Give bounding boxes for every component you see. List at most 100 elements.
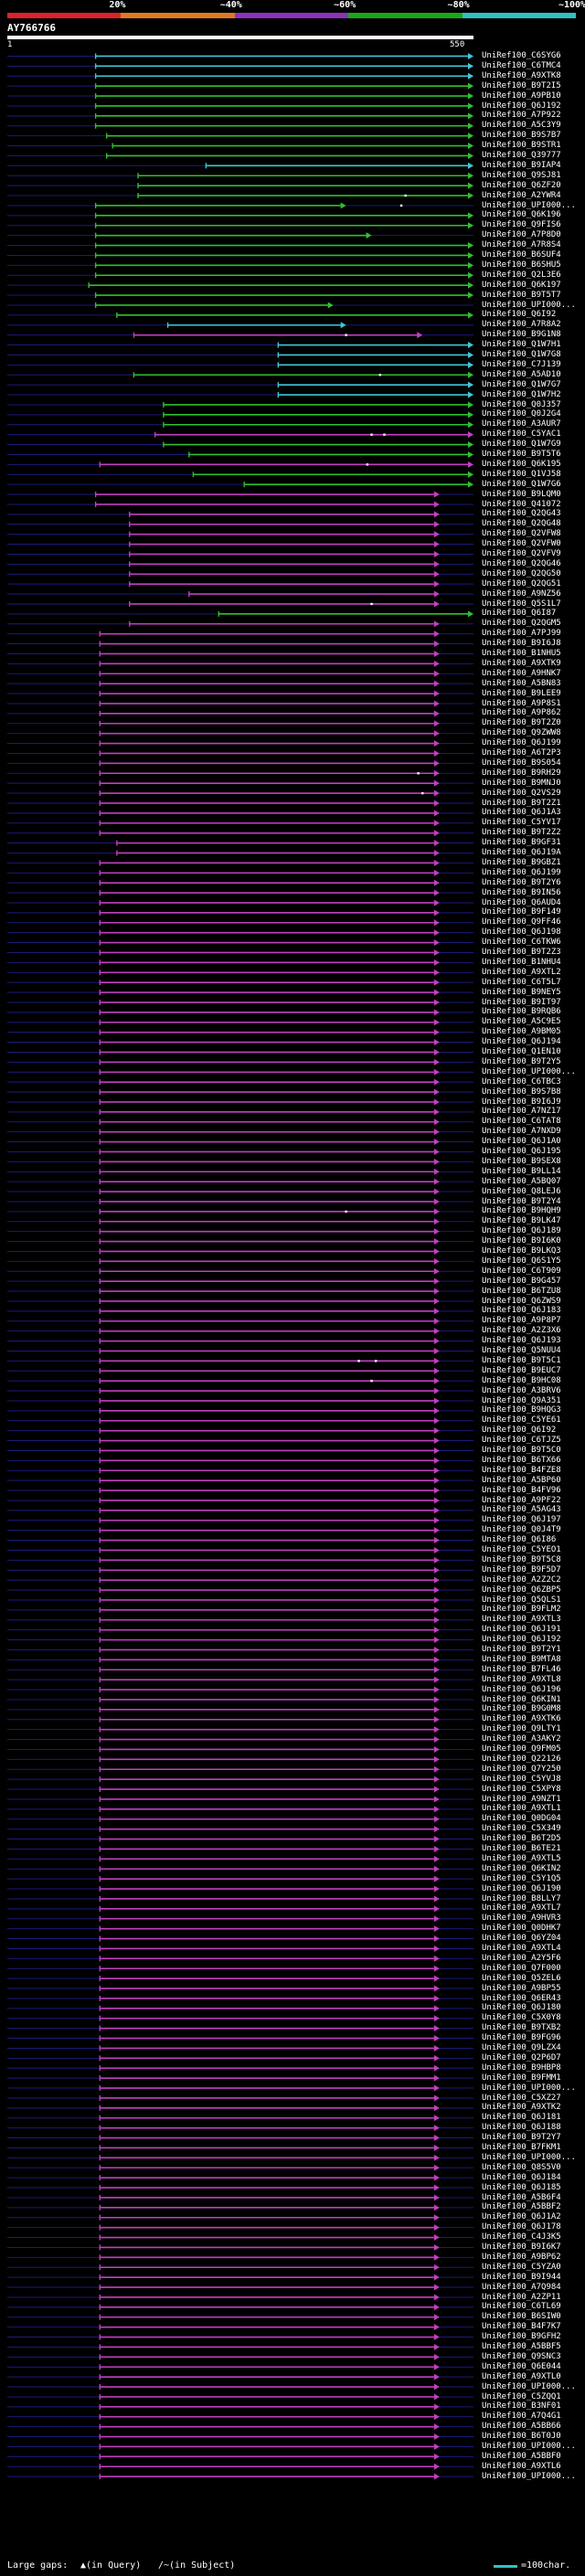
hit-label[interactable]: UniRef100_Q6J195 [482, 1147, 561, 1156]
hit-label[interactable]: UniRef100_B9T5C0 [482, 1446, 561, 1455]
hit-label[interactable]: UniRef100_B9F5D7 [482, 1564, 561, 1574]
hit-label[interactable]: UniRef100_Q5QLS1 [482, 1595, 561, 1605]
hit-label[interactable]: UniRef100_B7FKM1 [482, 2143, 561, 2152]
hit-label[interactable]: UniRef100_B9T2I5 [482, 80, 561, 90]
hit-label[interactable]: UniRef100_Q1W7G6 [482, 479, 561, 489]
hit-label[interactable]: UniRef100_UPI000... [482, 2381, 576, 2391]
hit-label[interactable]: UniRef100_B9I6K0 [482, 1236, 561, 1246]
hit-label[interactable]: UniRef100_A9PB10 [482, 90, 561, 101]
hit-label[interactable]: UniRef100_A2ZP11 [482, 2292, 561, 2302]
hit-label[interactable]: UniRef100_C6TMC4 [482, 60, 561, 70]
hit-label[interactable]: UniRef100_Q0J4T9 [482, 1525, 561, 1535]
hit-label[interactable]: UniRef100_Q6J189 [482, 1226, 561, 1236]
hit-label[interactable]: UniRef100_A9HVR3 [482, 1913, 561, 1924]
hit-label[interactable]: UniRef100_Q6E044 [482, 2361, 561, 2371]
hit-label[interactable]: UniRef100_B9I6K7 [482, 2242, 561, 2252]
hit-label[interactable]: UniRef100_C4J3K5 [482, 2232, 561, 2242]
hit-label[interactable]: UniRef100_A9NZ56 [482, 588, 561, 599]
hit-label[interactable]: UniRef100_Q1W7G9 [482, 440, 561, 450]
hit-label[interactable]: UniRef100_A9XTL1 [482, 1804, 561, 1814]
hit-label[interactable]: UniRef100_B9T5C8 [482, 1554, 561, 1564]
hit-label[interactable]: UniRef100_A7NZ17 [482, 1107, 561, 1117]
hit-label[interactable]: UniRef100_C5YE61 [482, 1415, 561, 1426]
hit-label[interactable]: UniRef100_A7PJ99 [482, 629, 561, 639]
hit-label[interactable]: UniRef100_Q6K196 [482, 210, 561, 220]
hit-label[interactable]: UniRef100_B9LQM0 [482, 489, 561, 499]
hit-label[interactable]: UniRef100_Q6J192 [482, 101, 561, 111]
hit-label[interactable]: UniRef100_C6SYG6 [482, 51, 561, 60]
hit-label[interactable]: UniRef100_B9IT97 [482, 997, 561, 1007]
hit-label[interactable]: UniRef100_B9I6J8 [482, 639, 561, 649]
hit-label[interactable]: UniRef100_B9SEX8 [482, 1156, 561, 1166]
hit-label[interactable]: UniRef100_B9G0M8 [482, 1704, 561, 1714]
hit-label[interactable]: UniRef100_A6T2P3 [482, 748, 561, 758]
hit-label[interactable]: UniRef100_Q2QGM5 [482, 619, 561, 629]
hit-label[interactable]: UniRef100_B9T2Z1 [482, 798, 561, 808]
hit-label[interactable]: UniRef100_B9LK47 [482, 1216, 561, 1226]
hit-label[interactable]: UniRef100_B9MNJ0 [482, 778, 561, 788]
hit-label[interactable]: UniRef100_B9I6J9 [482, 1097, 561, 1107]
hit-label[interactable]: UniRef100_B9MTA8 [482, 1654, 561, 1664]
hit-label[interactable]: UniRef100_C6TAT8 [482, 1117, 561, 1127]
hit-label[interactable]: UniRef100_Q6S1Y5 [482, 1256, 561, 1266]
hit-label[interactable]: UniRef100_C5YEO1 [482, 1545, 561, 1554]
hit-label[interactable]: UniRef100_B9T2Y5 [482, 1056, 561, 1066]
hit-label[interactable]: UniRef100_B9HBP8 [482, 2062, 561, 2072]
hit-label[interactable]: UniRef100_B6SIW0 [482, 2312, 561, 2322]
hit-label[interactable]: UniRef100_UPI000... [482, 2471, 576, 2481]
hit-label[interactable]: UniRef100_Q6J1A0 [482, 1137, 561, 1147]
hit-label[interactable]: UniRef100_B9FMM1 [482, 2072, 561, 2083]
hit-label[interactable]: UniRef100_Q6K197 [482, 280, 561, 290]
hit-label[interactable]: UniRef100_B9LKQ3 [482, 1246, 561, 1256]
hit-label[interactable]: UniRef100_B9S7B7 [482, 131, 561, 141]
hit-label[interactable]: UniRef100_A9XTL8 [482, 1674, 561, 1684]
hit-label[interactable]: UniRef100_A5B6F4 [482, 2192, 561, 2202]
hit-label[interactable]: UniRef100_Q2L3E6 [482, 270, 561, 280]
hit-label[interactable]: UniRef100_Q6ZWS9 [482, 1296, 561, 1306]
hit-label[interactable]: UniRef100_A7R8A2 [482, 320, 561, 330]
hit-label[interactable]: UniRef100_C7J139 [482, 359, 561, 369]
hit-label[interactable]: UniRef100_A9XTL5 [482, 1853, 561, 1863]
hit-label[interactable]: UniRef100_Q2VFW0 [482, 539, 561, 549]
hit-label[interactable]: UniRef100_C6T5L7 [482, 977, 561, 987]
hit-label[interactable]: UniRef100_Q6I92 [482, 310, 557, 320]
hit-label[interactable]: UniRef100_B6TE21 [482, 1844, 561, 1853]
hit-label[interactable]: UniRef100_A9NZT1 [482, 1794, 561, 1804]
hit-label[interactable]: UniRef100_Q9LZX4 [482, 2043, 561, 2052]
hit-label[interactable]: UniRef100_B9GBZ1 [482, 857, 561, 867]
hit-label[interactable]: UniRef100_Q6YZ04 [482, 1934, 561, 1944]
hit-label[interactable]: UniRef100_Q2VFV9 [482, 549, 561, 558]
hit-label[interactable]: UniRef100_Q39777 [482, 151, 561, 160]
hit-label[interactable]: UniRef100_Q6J19A [482, 848, 561, 857]
hit-label[interactable]: UniRef100_A9XTL7 [482, 1903, 561, 1913]
hit-label[interactable]: UniRef100_B4FZE8 [482, 1465, 561, 1475]
hit-label[interactable]: UniRef100_A9XTK9 [482, 658, 561, 668]
hit-label[interactable]: UniRef100_Q6ER43 [482, 1993, 561, 2003]
hit-label[interactable]: UniRef100_Q9ZWW8 [482, 728, 561, 738]
hit-label[interactable]: UniRef100_B9G457 [482, 1276, 561, 1286]
hit-label[interactable]: UniRef100_C5YAC1 [482, 429, 561, 440]
hit-label[interactable]: UniRef100_C6TKW6 [482, 938, 561, 948]
hit-label[interactable]: UniRef100_Q0DHK7 [482, 1924, 561, 1934]
hit-label[interactable]: UniRef100_A5BB66 [482, 2422, 561, 2432]
hit-label[interactable]: UniRef100_B9G1N8 [482, 330, 561, 340]
hit-label[interactable]: UniRef100_B6SUF4 [482, 250, 561, 260]
hit-label[interactable]: UniRef100_Q6J190 [482, 1883, 561, 1893]
hit-label[interactable]: UniRef100_Q6J197 [482, 1515, 561, 1525]
hit-label[interactable]: UniRef100_UPI000... [482, 2442, 576, 2451]
hit-label[interactable]: UniRef100_Q8S5V0 [482, 2162, 561, 2172]
hit-label[interactable]: UniRef100_A5BQ07 [482, 1176, 561, 1186]
hit-label[interactable]: UniRef100_B1NHU4 [482, 957, 561, 967]
hit-label[interactable]: UniRef100_B9F149 [482, 907, 561, 917]
hit-label[interactable]: UniRef100_Q0DG04 [482, 1814, 561, 1824]
hit-label[interactable]: UniRef100_C5YZA0 [482, 2262, 561, 2272]
hit-label[interactable]: UniRef100_A9XTL2 [482, 967, 561, 977]
hit-label[interactable]: UniRef100_B9FLM2 [482, 1605, 561, 1615]
hit-label[interactable]: UniRef100_B9HQG3 [482, 1405, 561, 1415]
hit-label[interactable]: UniRef100_Q1W7G7 [482, 379, 561, 389]
hit-label[interactable]: UniRef100_Q9A351 [482, 1395, 561, 1405]
hit-label[interactable]: UniRef100_UPI000... [482, 300, 576, 310]
hit-label[interactable]: UniRef100_A9HNK7 [482, 668, 561, 678]
hit-label[interactable]: UniRef100_B9IAP4 [482, 160, 561, 170]
hit-label[interactable]: UniRef100_C6TBC3 [482, 1076, 561, 1087]
